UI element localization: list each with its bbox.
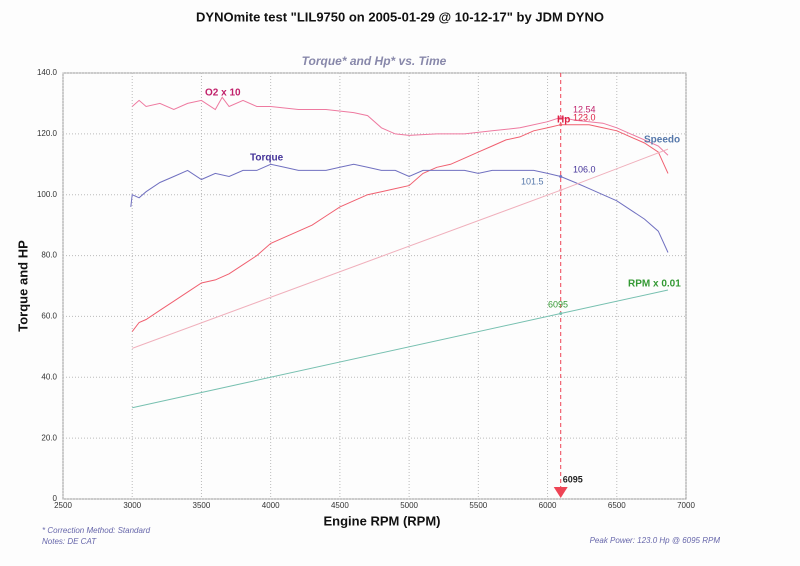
chart-title: DYNOmite test "LIL9750 on 2005-01-29 @ 1…	[196, 9, 604, 24]
series-label: Speedo	[644, 135, 680, 146]
x-tick-label: 6500	[608, 501, 626, 510]
x-tick-label: 5000	[400, 501, 418, 510]
x-tick-label: 5500	[469, 501, 487, 510]
series-label: Torque	[250, 153, 284, 164]
cursor-point	[559, 188, 563, 192]
cursor-point	[559, 115, 563, 119]
x-tick-label: 6000	[539, 501, 557, 510]
cursor-point	[559, 312, 563, 316]
series-label: RPM x 0.01	[628, 279, 681, 290]
series-label: O2 x 10	[205, 88, 241, 99]
footnote: * Correction Method: Standard	[42, 526, 151, 535]
series-label: Hp	[557, 115, 570, 126]
cursor-value-label: 101.5	[521, 176, 544, 186]
x-tick-label: 4500	[331, 501, 349, 510]
cursor-value-label: 12.54	[573, 104, 596, 114]
cursor-marker	[553, 487, 568, 498]
x-tick-label: 3000	[123, 501, 141, 510]
peak-summary: Peak Power: 123.0 Hp @ 6095 RPM	[590, 536, 721, 545]
cursor-point	[559, 174, 563, 178]
footnote: Notes: DE CAT	[42, 537, 97, 546]
series-line	[131, 96, 669, 156]
y-tick-label: 120.0	[37, 129, 58, 138]
cursor-value-label: 106.0	[573, 164, 596, 174]
y-tick-label: 0	[53, 494, 58, 503]
x-tick-label: 2500	[54, 501, 72, 510]
y-tick-label: 40.0	[41, 372, 57, 381]
chart-subtitle: Torque* and Hp* vs. Time	[302, 54, 447, 68]
y-tick-label: 20.0	[41, 433, 57, 442]
cursor-value-label: 6095	[548, 299, 568, 309]
cursor-label: 6095	[563, 474, 583, 484]
x-axis-label: Engine RPM (RPM)	[324, 513, 441, 528]
y-tick-label: 60.0	[41, 312, 57, 321]
x-tick-label: 4000	[262, 501, 280, 510]
series-line	[131, 124, 669, 332]
cursor-value-label: 123.0	[573, 112, 596, 122]
x-tick-label: 3500	[193, 501, 211, 510]
x-tick-label: 7000	[677, 501, 695, 510]
y-axis-label: Torque and HP	[15, 240, 30, 332]
cursor-point	[559, 123, 563, 127]
y-tick-label: 140.0	[37, 68, 58, 77]
y-tick-label: 80.0	[41, 251, 57, 260]
y-tick-label: 100.0	[37, 190, 58, 199]
